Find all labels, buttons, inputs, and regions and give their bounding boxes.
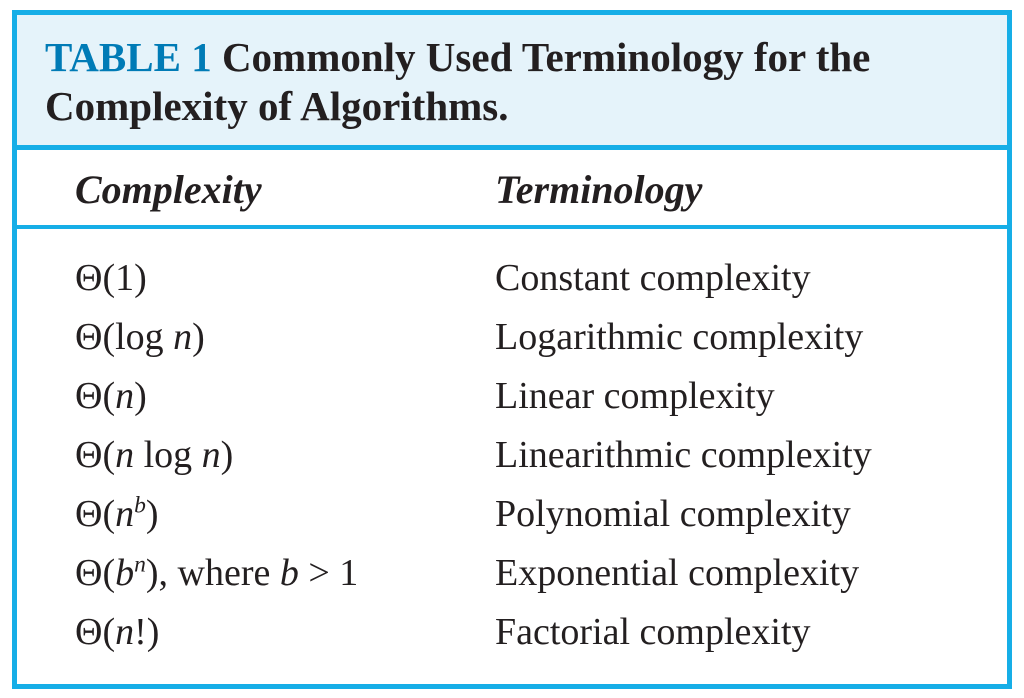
complexity-cell: Θ(bn), where b > 1	[17, 544, 487, 603]
terminology-cell: Constant complexity	[487, 249, 1007, 308]
table-body: Θ(1)Constant complexityΘ(log n)Logarithm…	[17, 229, 1007, 683]
table-row: Θ(1)Constant complexity	[17, 249, 1007, 308]
terminology-cell: Linear complexity	[487, 367, 1007, 426]
terminology-cell: Exponential complexity	[487, 544, 1007, 603]
table-title: TABLE 1 Commonly Used Terminology for th…	[17, 15, 1007, 150]
complexity-cell: Θ(1)	[17, 249, 487, 308]
table-row: Θ(nb)Polynomial complexity	[17, 485, 1007, 544]
complexity-cell: Θ(n!)	[17, 603, 487, 662]
table-row: Θ(log n)Logarithmic complexity	[17, 308, 1007, 367]
terminology-cell: Factorial complexity	[487, 603, 1007, 662]
complexity-cell: Θ(n)	[17, 367, 487, 426]
table-row: Θ(n)Linear complexity	[17, 367, 1007, 426]
terminology-cell: Polynomial complexity	[487, 485, 1007, 544]
table-header-row: Complexity Terminology	[17, 150, 1007, 229]
complexity-cell: Θ(log n)	[17, 308, 487, 367]
terminology-cell: Linearithmic complexity	[487, 426, 1007, 485]
table-row: Θ(n!)Factorial complexity	[17, 603, 1007, 662]
table-row: Θ(n log n)Linearithmic complexity	[17, 426, 1007, 485]
table-label: TABLE 1	[45, 34, 212, 80]
complexity-cell: Θ(nb)	[17, 485, 487, 544]
table-row: Θ(bn), where b > 1Exponential complexity	[17, 544, 1007, 603]
complexity-cell: Θ(n log n)	[17, 426, 487, 485]
header-terminology: Terminology	[487, 166, 1007, 213]
header-complexity: Complexity	[17, 166, 487, 213]
complexity-table: TABLE 1 Commonly Used Terminology for th…	[12, 10, 1012, 689]
terminology-cell: Logarithmic complexity	[487, 308, 1007, 367]
